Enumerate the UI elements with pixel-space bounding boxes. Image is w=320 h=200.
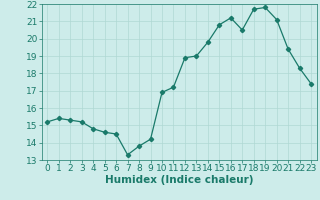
X-axis label: Humidex (Indice chaleur): Humidex (Indice chaleur)	[105, 175, 253, 185]
